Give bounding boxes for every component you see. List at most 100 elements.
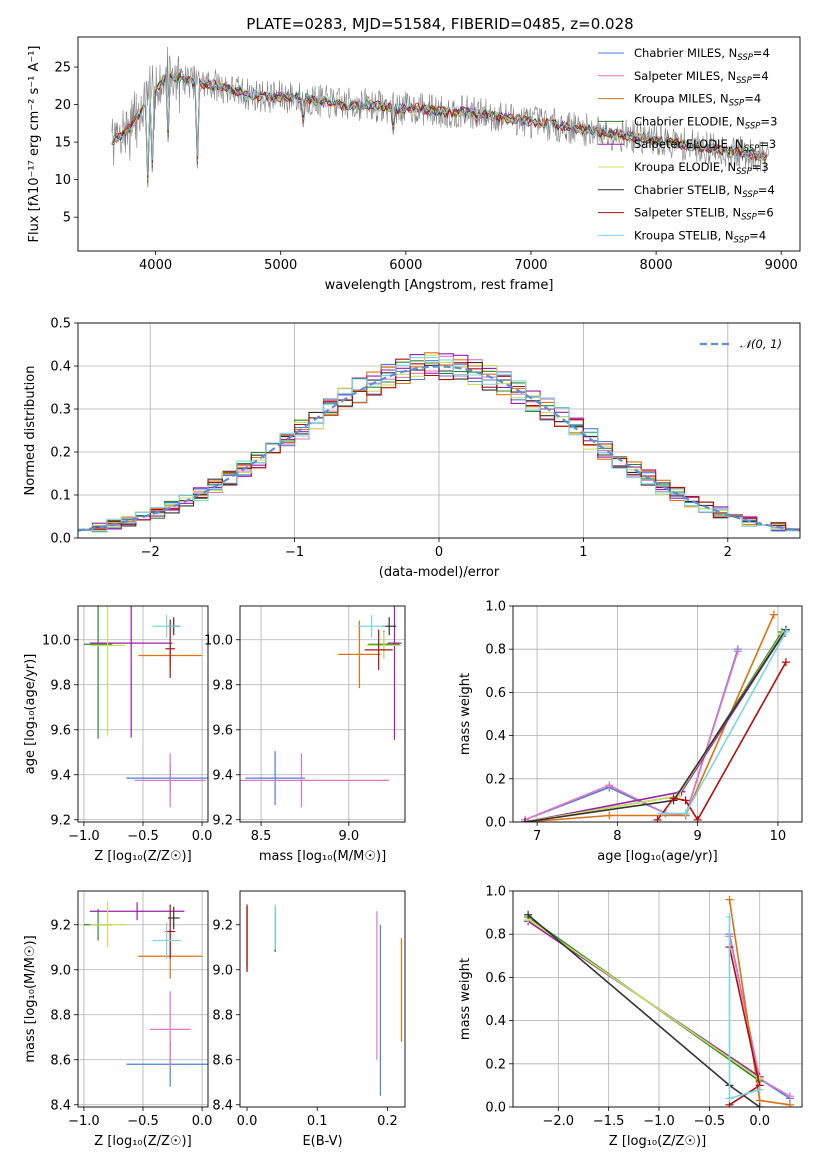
x-tick-label: 0.0 [192,829,213,844]
x-tick-label: −1.0 [68,1114,100,1129]
legend-name: Kroupa STELIB [634,228,718,242]
grid-lines [240,606,405,822]
x-tick-label: 8.5 [251,829,272,844]
plot-area [521,610,790,822]
axes-frame [77,322,801,539]
x-tick-label: −0.5 [127,829,159,844]
legend-entry: Chabrier STELIB, NSSP=4 [634,183,775,200]
legend-nssp-eq: = [757,206,767,220]
y-tick-label: 0.4 [485,1014,506,1029]
mass-weight-marker [785,1100,794,1107]
axes: 7 8 9 10 0.0 0.2 0.4 0.6 0.8 1.0 age [log₁₀(age/yr… [458,600,803,864]
plot-area [83,902,208,1087]
y-tick-label: 8.6 [50,1053,71,1068]
legend-nssp-subscript: SSP [729,99,745,109]
x-tick-label: −1.0 [643,1114,675,1129]
x-tick-label: 9 [693,829,701,844]
y-tick-label: 0.3 [50,403,71,418]
legend-nssp-value: 3 [770,114,777,128]
legend-nssp-prefix: , N [728,137,744,151]
legend-name: Salpeter STELIB [634,206,725,220]
spectrum-title: PLATE=0283, MJD=51584, FIBERID=0485, z=0… [246,15,633,33]
legend-nssp-prefix: , N [721,46,737,60]
legend-name: Kroupa MILES [634,92,713,106]
legend-nssp-value: 4 [763,46,770,60]
x-tick-label: 0.1 [307,1114,328,1129]
grid-lines [513,605,802,823]
legend-nssp-prefix: , N [725,206,741,220]
grid-lines [513,890,802,1108]
legend-nssp-subscript: SSP [736,167,752,177]
mass-weight-marker [657,809,666,818]
mass-weight-line [524,648,739,821]
legend-nssp-value: 3 [769,137,776,151]
x-tick-label: 2 [724,545,732,560]
residual-histogram [78,362,800,531]
axes: −1.0 −0.5 0.0 9.2 9.4 9.6 9.8 10.0 Z [log₁₀(Z/Z☉… [23,605,213,864]
legend-entry: Kroupa STELIB, NSSP=4 [634,228,766,245]
y-tick-label: 0.1 [50,489,71,504]
axes: −2.0 −1.5 −1.0 −0.5 0.0 0.0 0.2 0.4 0.6 0.8 1.0 Z [… [458,885,803,1149]
y-tick-label: 8.8 [212,1008,233,1023]
x-tick-label: 7 [533,829,541,844]
y-tick-label: 9.2 [212,813,233,828]
legend-nssp-prefix: , N [713,92,729,106]
legend-nssp-value: 4 [759,228,766,242]
mass-weight-marker [755,1085,764,1094]
legend-nssp-value: 4 [768,183,775,197]
residual-histogram-panel: −2 −1 0 1 2 0.0 0.1 0.2 0.3 0.4 0.5 (data-model)/er… [23,317,801,580]
mass-weight-line [527,918,761,1080]
x-tick-label: 4000 [139,258,172,273]
spectrum-panel: 4000 5000 6000 7000 8000 9000 5 10 15 20 25 wavelen… [27,36,801,293]
y-tick-label: 1.0 [485,600,506,615]
legend: Chabrier MILES, NSSP=4 Salpeter MILES, NS… [598,46,777,245]
axes: 4000 5000 6000 7000 8000 9000 5 10 15 20 25 wavelen… [27,36,801,293]
legend-nssp-eq: = [749,228,759,242]
mass-weight-marker [653,815,662,822]
y-tick-label: 9.2 [50,813,71,828]
x-tick-label: 10 [770,829,787,844]
mass-weight-line [527,914,761,1107]
legend-entry: Salpeter MILES, NSSP=4 [634,69,769,86]
axes-frame [239,890,406,1108]
legend-nssp-eq: = [760,114,770,128]
legend-nssp-value: 4 [754,92,761,106]
legend-nssp-eq: = [758,183,768,197]
legend-entry: Chabrier MILES, NSSP=4 [634,46,770,63]
x-tick-label: 8000 [640,258,673,273]
y-axis-label: mass weight [458,958,473,1040]
y-tick-label: 9.8 [50,678,71,693]
x-tick-label: −1.5 [593,1114,625,1129]
x-tick-label: −0.5 [127,1114,159,1129]
y-tick-label: 5 [63,211,71,226]
grid-lines [78,606,208,822]
x-tick-label: 9000 [765,258,798,273]
legend-name: Chabrier ELODIE [634,114,729,128]
axes-frame [77,36,801,252]
y-tick-label: 8.8 [50,1008,71,1023]
legend-nssp-subscript: SSP [742,190,758,200]
mass-weight-line [524,631,783,822]
mass-weight-marker [725,1094,734,1103]
legend-name: Chabrier STELIB [634,183,726,197]
mass-weight-marker [693,815,702,822]
legend-nssp-prefix: , N [726,183,742,197]
y-tick-label: 9.8 [212,678,233,693]
mass-weight-marker [605,811,614,820]
mass-weight-marker [605,781,614,790]
observed-spectrum-line [111,46,769,174]
y-axis-label: mass weight [458,673,473,755]
mass-weight-marker [681,796,690,805]
legend-nssp-prefix: , N [720,69,736,83]
plot-area [246,904,403,1096]
age-vs-metallicity-panel: −1.0 −0.5 0.0 9.2 9.4 9.6 9.8 10.0 Z [log₁₀(Z/Z☉… [23,605,213,864]
y-tick-label: 0.6 [485,971,506,986]
axes: −1.0 −0.5 0.0 8.4 8.6 8.8 9.0 9.2 Z [log₁₀(Z/Z☉)… [23,890,212,1149]
y-tick-label: 0.8 [485,928,506,943]
x-tick-label: −0.5 [694,1114,726,1129]
normal-reference-curve [78,365,800,532]
y-tick-label: 9.6 [50,723,71,738]
plot-area [240,606,402,808]
y-tick-label: 0.2 [50,446,71,461]
legend-entry: Salpeter ELODIE, NSSP=3 [634,137,776,154]
